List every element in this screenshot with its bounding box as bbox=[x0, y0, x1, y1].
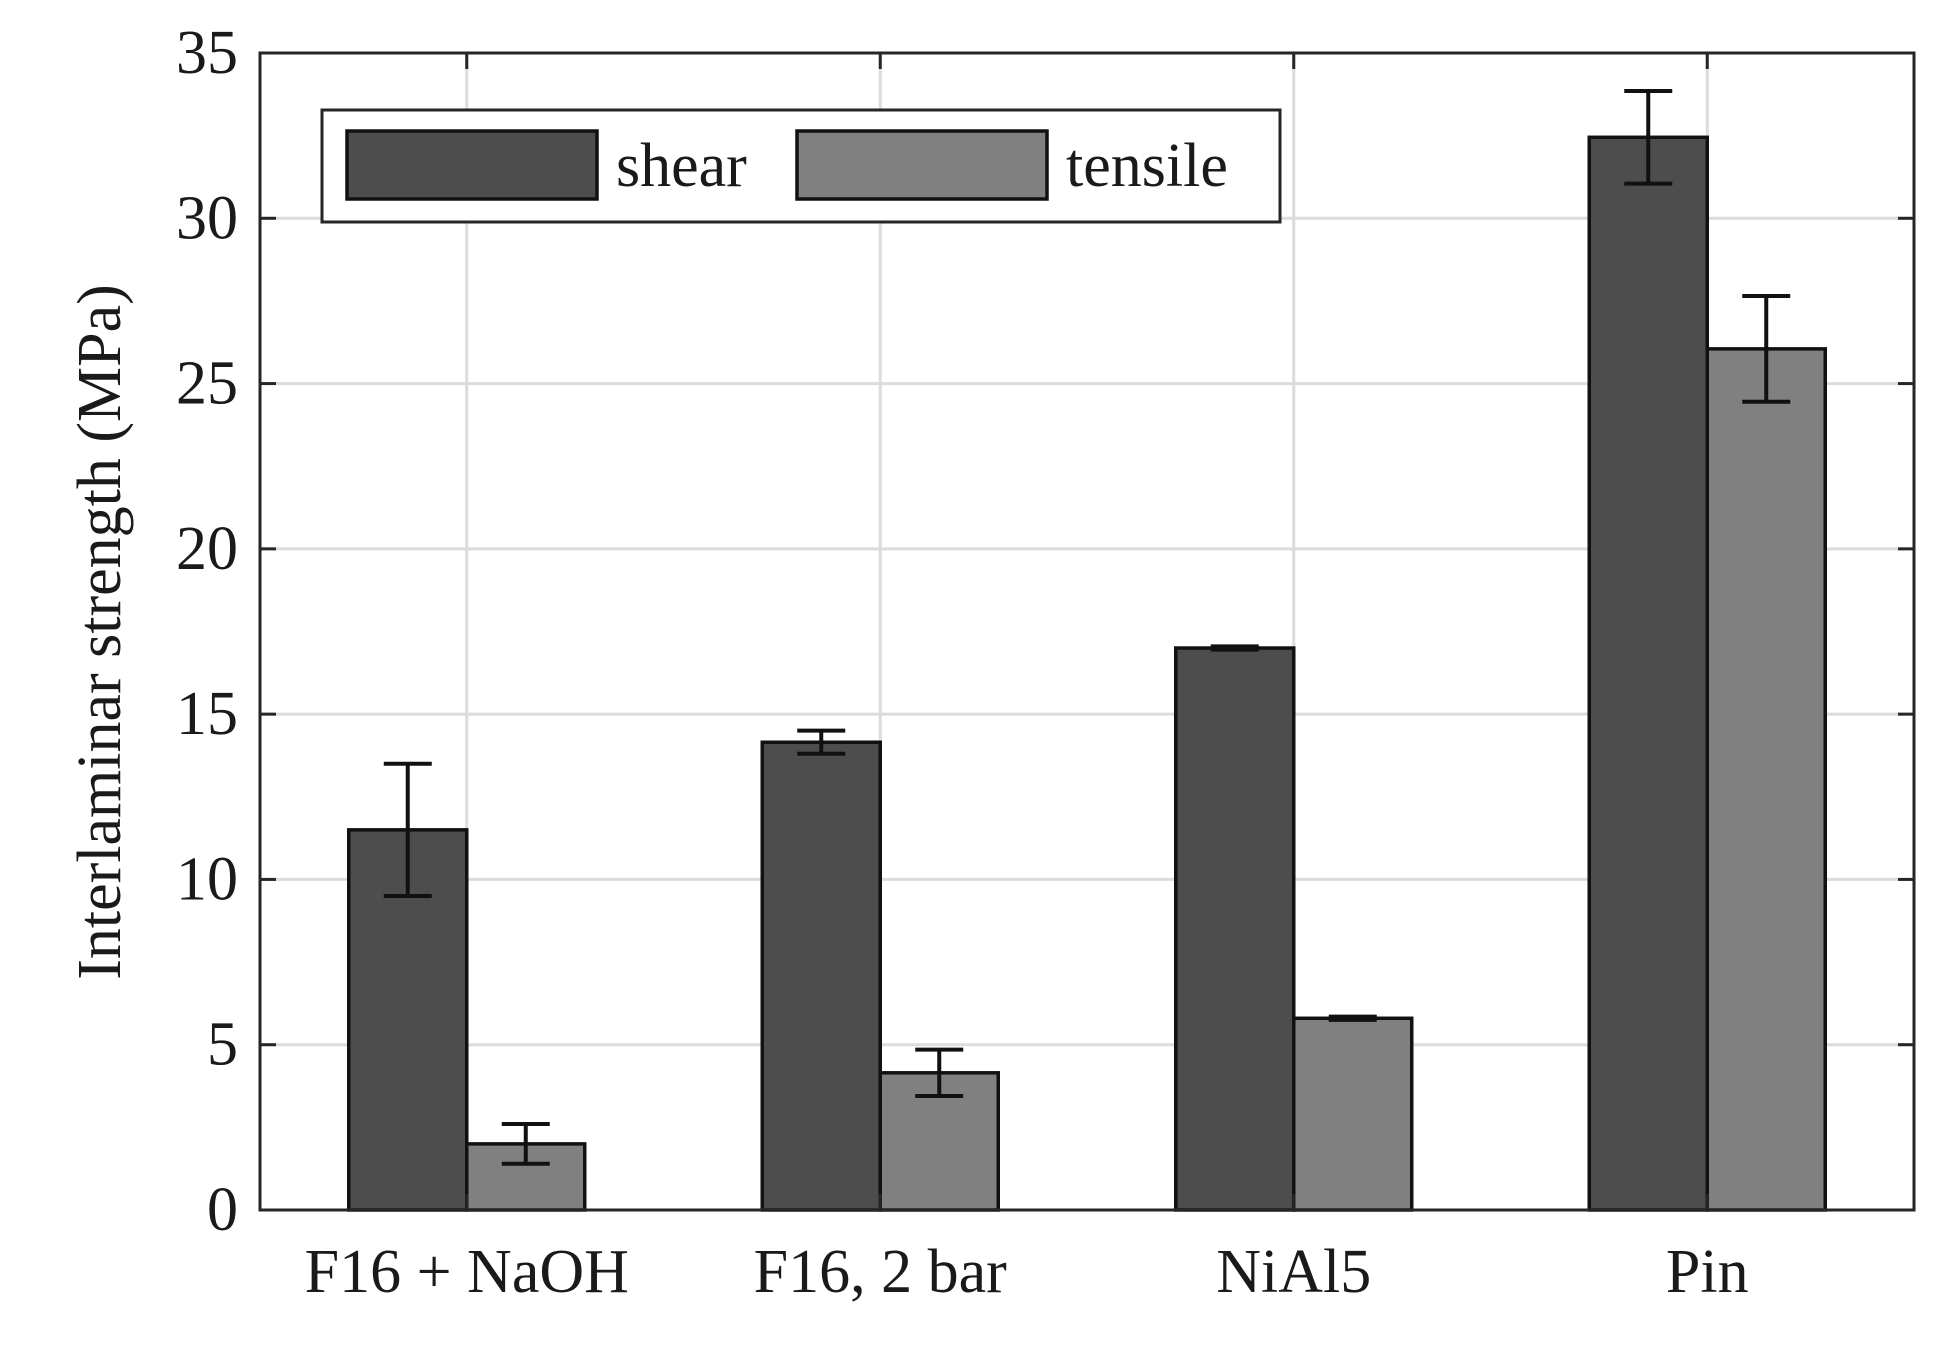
y-tick-labels: 0 5 10 15 20 25 30 35 bbox=[176, 19, 238, 1244]
error-bars bbox=[383, 89, 1791, 1166]
y-tick-label-5: 25 bbox=[176, 350, 238, 418]
bar-tensile-3 bbox=[1705, 347, 1827, 1212]
bars bbox=[347, 135, 1827, 1212]
x-tick-label-2: NiAl5 bbox=[1216, 1238, 1371, 1306]
error-bar-tensile-3 bbox=[1742, 293, 1791, 404]
error-bar-shear-2 bbox=[1210, 644, 1259, 652]
axis-ticks bbox=[260, 51, 1914, 1212]
y-tick-label-0: 0 bbox=[207, 1176, 238, 1244]
legend-label-tensile: tensile bbox=[1066, 132, 1228, 200]
x-tick-labels: F16 + NaOH F16, 2 bar NiAl5 Pin bbox=[305, 1238, 1749, 1306]
x-tick-label-3: Pin bbox=[1666, 1238, 1749, 1306]
y-tick-label-7: 35 bbox=[176, 19, 238, 87]
error-bar-shear-1 bbox=[797, 728, 846, 756]
plot-frame bbox=[258, 51, 1916, 1212]
x-tick-label-0: F16 + NaOH bbox=[305, 1238, 629, 1306]
legend-swatch-shear bbox=[345, 129, 599, 201]
y-tick-label-3: 15 bbox=[176, 680, 238, 748]
bar-shear-3 bbox=[1587, 135, 1709, 1212]
y-tick-label-6: 30 bbox=[176, 184, 238, 252]
y-tick-label-2: 10 bbox=[176, 845, 238, 913]
y-tick-label-4: 20 bbox=[176, 515, 238, 583]
error-bar-tensile-1 bbox=[915, 1047, 964, 1098]
error-bar-shear-0 bbox=[383, 761, 432, 898]
error-bar-tensile-0 bbox=[501, 1122, 550, 1166]
legend-swatch-tensile bbox=[795, 129, 1049, 201]
bar-tensile-2 bbox=[1292, 1016, 1414, 1212]
y-axis-label: Interlaminar strength (MPa) bbox=[66, 284, 134, 980]
bar-shear-0 bbox=[347, 828, 469, 1212]
bar-shear-2 bbox=[1174, 646, 1296, 1212]
x-tick-label-1: F16, 2 bar bbox=[754, 1238, 1008, 1306]
y-tick-label-1: 5 bbox=[207, 1011, 238, 1079]
bar-shear-1 bbox=[760, 740, 882, 1212]
error-bar-tensile-2 bbox=[1328, 1014, 1377, 1022]
legend-label-shear: shear bbox=[616, 132, 747, 200]
legend: shear tensile bbox=[320, 108, 1282, 224]
error-bar-shear-3 bbox=[1624, 89, 1673, 186]
